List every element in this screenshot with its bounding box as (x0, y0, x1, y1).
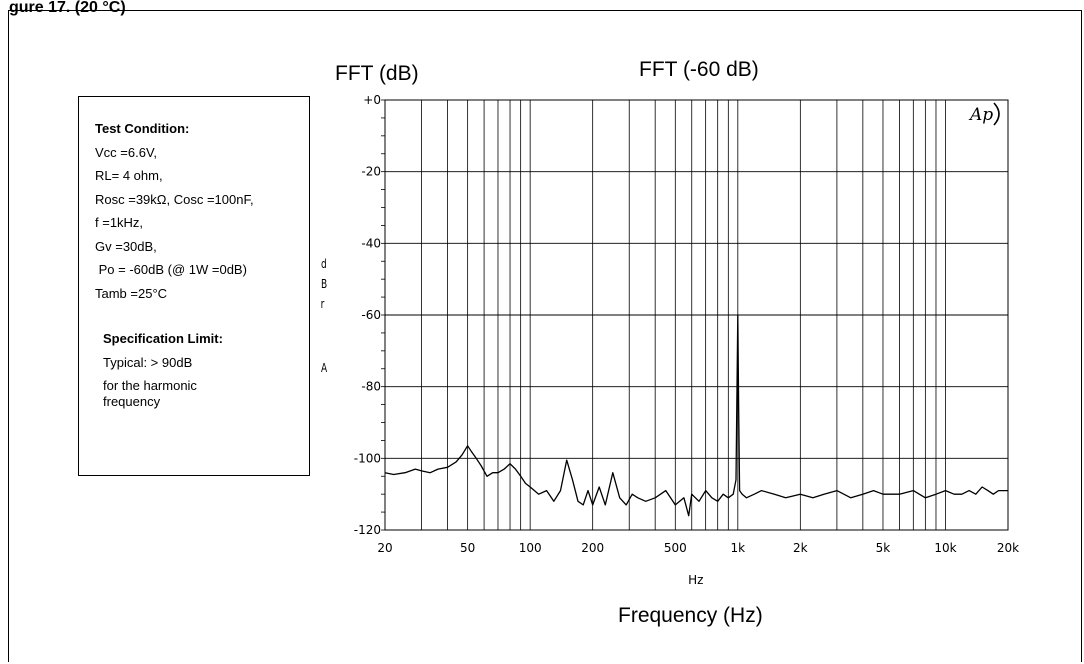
chart-grid (381, 99, 1009, 531)
y-unit-letter: d (320, 257, 327, 271)
spec-limit-line: Typical: > 90dB (103, 354, 193, 370)
x-tick-label: 10k (934, 541, 956, 555)
y-unit-letter: r (320, 297, 325, 311)
figure-header: gure 17. (20 °C) (9, 0, 126, 16)
x-tick-label: 20 (377, 541, 392, 555)
fft-db-label: FFT (dB) (335, 62, 419, 85)
test-condition-line: Vcc =6.6V, (95, 144, 158, 160)
x-tick-label: 5k (876, 541, 891, 555)
y-tick-labels: +0 -20 -40 -60 -80 -100 -120 (354, 93, 381, 537)
x-tick-label: 2k (793, 541, 808, 555)
fft-series-line (384, 314, 1008, 517)
test-condition-line: Po = -60dB (@ 1W =0dB) (95, 262, 247, 277)
chart-title: FFT (-60 dB) (639, 58, 759, 81)
x-tick-labels: 20 50 100 200 500 1k 2k 5k 10k 20k (377, 541, 1019, 555)
test-condition-line: f =1kHz, (95, 215, 144, 230)
test-condition-line: Gv =30dB, (95, 238, 157, 254)
y-tick-label: +0 (363, 93, 381, 107)
y-unit-letter: B (321, 277, 328, 291)
svg-text:Ap: Ap (968, 105, 993, 125)
y-tick-label: -40 (361, 236, 381, 250)
x-axis-title: Frequency (Hz) (618, 604, 763, 627)
test-condition-line: Tamb =25°C (95, 285, 168, 301)
y-tick-label: -120 (354, 523, 381, 537)
ap-logo-icon: Ap (968, 102, 1000, 126)
test-condition-title: Test Condition: (95, 121, 190, 136)
figure-frame: gure 17. (20 °C) (8, 0, 1082, 662)
y-tick-label: -20 (361, 165, 381, 179)
y-tick-label: -60 (361, 308, 381, 322)
test-condition-line: RL= 4 ohm, (95, 168, 163, 183)
x-tick-label: 20k (997, 541, 1019, 555)
test-condition-box: Test Condition: Vcc =6.6V, RL= 4 ohm, Ro… (78, 96, 310, 476)
x-tick-label: 1k (731, 541, 746, 555)
y-unit-letter: A (321, 361, 328, 375)
x-axis-unit: Hz (688, 573, 703, 587)
x-tick-label: 500 (664, 541, 687, 555)
ap-logo: Ap (968, 100, 1004, 133)
spec-limit-line: frequency (103, 394, 161, 409)
spec-limit-line: for the harmonic (103, 378, 197, 393)
x-tick-label: 100 (519, 541, 542, 555)
y-tick-label: -100 (354, 451, 381, 465)
x-tick-label: 200 (581, 541, 604, 555)
x-tick-label: 50 (460, 541, 475, 555)
test-condition-line: Rosc =39kΩ, Cosc =100nF, (95, 191, 254, 207)
spec-limit-title: Specification Limit: (103, 331, 223, 346)
y-tick-label: -80 (361, 380, 381, 394)
